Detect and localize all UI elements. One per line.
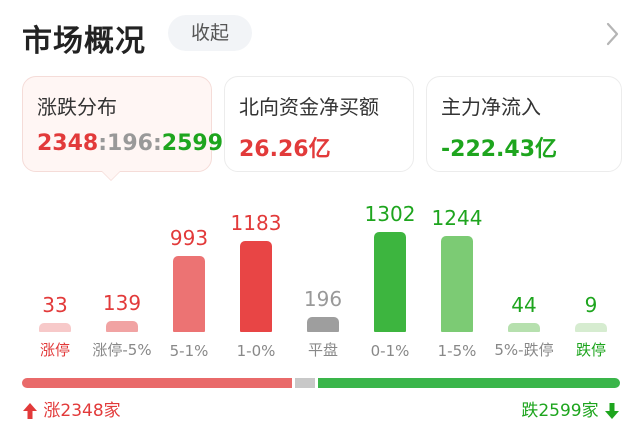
- main-net-inflow-value: -222.43亿: [441, 137, 558, 162]
- distribution-label: 1-5%: [437, 342, 477, 360]
- card-up-down-distribution[interactable]: 涨跌分布 2348:196:2599: [22, 76, 223, 172]
- up-total: 涨2348家: [22, 396, 121, 421]
- distribution-label: 5-1%: [169, 342, 209, 360]
- distribution-label: 平盘: [307, 341, 338, 359]
- distribution-label: 涨停: [39, 341, 70, 359]
- up-count: 2348: [37, 131, 99, 156]
- arrow-down-icon: [605, 403, 619, 419]
- arrow-up-icon: [23, 403, 37, 419]
- market-overview-header: 市场概况 收起: [22, 12, 622, 59]
- distribution-value: 33: [42, 293, 68, 317]
- distribution-column[interactable]: 1244 1-5%: [424, 196, 490, 360]
- up-down-ratio-bar: [22, 378, 620, 388]
- summary-cards: 涨跌分布 2348:196:2599 北向资金净买额 26.26亿 主力净流入 …: [22, 76, 622, 181]
- page-title: 市场概况: [22, 24, 146, 59]
- down-total-label: 跌2599家: [521, 401, 599, 421]
- distribution-column[interactable]: 44 5%-跌停: [491, 196, 557, 360]
- distribution-value: 1244: [431, 206, 483, 230]
- distribution-column[interactable]: 33 涨停: [22, 196, 88, 360]
- flat-count: 196: [107, 131, 153, 156]
- distribution-value: 196: [303, 287, 343, 311]
- separator: :: [98, 131, 108, 156]
- distribution-bar: [307, 317, 339, 332]
- distribution-column[interactable]: 196 平盘: [290, 196, 356, 360]
- distribution-bar: [441, 236, 473, 332]
- chevron-right-icon[interactable]: [602, 20, 622, 48]
- down-total: 跌2599家: [521, 396, 620, 421]
- distribution-bar: [575, 323, 607, 332]
- card-label: 主力净流入: [441, 95, 541, 119]
- ratio-down-segment: [318, 378, 620, 388]
- distribution-column[interactable]: 139 涨停-5%: [89, 196, 155, 360]
- card-label: 涨跌分布: [37, 95, 117, 119]
- distribution-label: 涨停-5%: [92, 341, 152, 359]
- distribution-label: 1-0%: [236, 342, 276, 360]
- distribution-value: 993: [169, 226, 209, 250]
- up-total-label: 涨2348家: [43, 401, 121, 421]
- active-card-pointer: [102, 171, 120, 180]
- distribution-chart: 33 涨停 139 涨停-5% 993 5-1% 1183 1-0% 196 平盘 1302 0-1%…: [22, 196, 622, 360]
- distribution-bar: [240, 241, 272, 332]
- ratio-flat-segment: [295, 378, 315, 388]
- distribution-value: 1302: [364, 202, 416, 226]
- card-main-net-inflow[interactable]: 主力净流入 -222.43亿: [426, 76, 622, 172]
- separator: :: [152, 131, 162, 156]
- down-count: 2599: [161, 131, 224, 156]
- distribution-value: 9: [584, 293, 598, 317]
- northbound-net-buy-value: 26.26亿: [239, 137, 331, 162]
- distribution-value: 139: [102, 291, 142, 315]
- distribution-column[interactable]: 9 跌停: [558, 196, 624, 360]
- distribution-column[interactable]: 993 5-1%: [156, 196, 222, 360]
- distribution-bar: [39, 323, 71, 332]
- up-flat-down-counts: 2348:196:2599: [37, 131, 223, 156]
- distribution-bar: [508, 323, 540, 332]
- distribution-column[interactable]: 1183 1-0%: [223, 196, 289, 360]
- ratio-up-segment: [22, 378, 292, 388]
- distribution-bar: [106, 321, 138, 332]
- distribution-value: 44: [511, 293, 537, 317]
- ratio-legend: 涨2348家 跌2599家: [22, 396, 620, 421]
- distribution-bar: [374, 232, 406, 332]
- distribution-label: 5%-跌停: [494, 341, 554, 359]
- collapse-button[interactable]: 收起: [168, 15, 252, 51]
- distribution-bar: [173, 256, 205, 332]
- card-northbound-net-buy[interactable]: 北向资金净买额 26.26亿: [224, 76, 414, 172]
- distribution-value: 1183: [230, 211, 282, 235]
- card-label: 北向资金净买额: [239, 95, 379, 119]
- distribution-label: 0-1%: [370, 342, 410, 360]
- distribution-column[interactable]: 1302 0-1%: [357, 196, 423, 360]
- distribution-label: 跌停: [575, 341, 606, 359]
